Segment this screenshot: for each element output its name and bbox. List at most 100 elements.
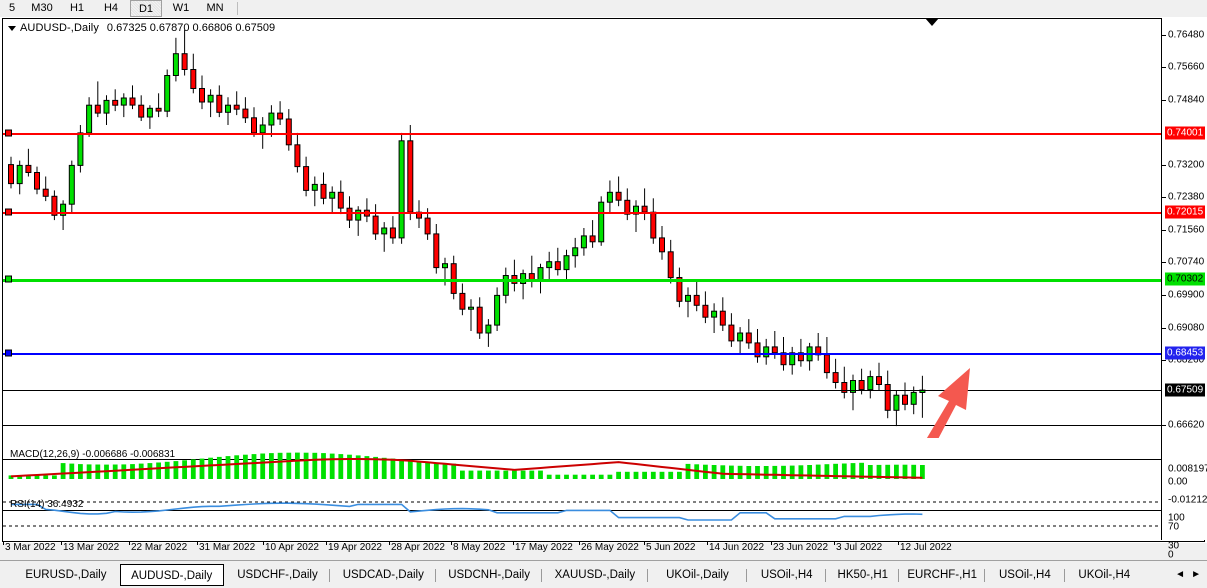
- price-level-label-0.70302[interactable]: 0.70302: [1165, 272, 1206, 286]
- timeframe-toolbar: 5 M30 H1 H4 D1 W1 MN: [0, 0, 1207, 18]
- price-tick: [1162, 197, 1166, 199]
- price-tick: [1162, 229, 1166, 231]
- tabs-scroll-right-icon[interactable]: ►: [1191, 569, 1201, 580]
- timeframe-button-w1[interactable]: W1: [172, 2, 190, 14]
- price-level-support-green[interactable]: [3, 279, 1163, 283]
- rsi-pane[interactable]: [3, 494, 1163, 540]
- date-tick-label: 23 Jun 2022: [773, 542, 829, 553]
- timeframe-button-mn[interactable]: MN: [206, 2, 224, 14]
- date-tick-label: 5 Jun 2022: [646, 542, 696, 553]
- price-pane[interactable]: [3, 18, 1163, 438]
- price-level-label-0.74001[interactable]: 0.74001: [1165, 126, 1206, 140]
- tab-separator: [825, 569, 827, 582]
- price-tick-label: 0.68260: [1168, 354, 1205, 366]
- tabs-scroll-left-icon[interactable]: ◄: [1175, 569, 1185, 580]
- date-tick: [834, 541, 835, 545]
- price-tick-label: 0.72380: [1168, 191, 1205, 203]
- timeframe-button-h1[interactable]: H1: [69, 2, 85, 14]
- date-tick: [389, 541, 390, 545]
- price-level-label-0.67509[interactable]: 0.67509: [1165, 383, 1206, 397]
- price-tick: [1162, 327, 1166, 329]
- chart-symbol-label: AUDUSD-,Daily: [20, 22, 99, 34]
- chart-tab-usdcaddaily[interactable]: USDCAD-,Daily: [342, 569, 424, 581]
- tab-separator: [984, 569, 986, 582]
- price-axis[interactable]: 0.76480 0.75660 0.74840 0.73200 0.72380 0.715…: [1161, 18, 1207, 561]
- date-tick: [61, 541, 62, 545]
- date-tick: [644, 541, 645, 545]
- chart-tab-ukoildaily[interactable]: UKOil-,Daily: [666, 569, 729, 581]
- date-tick: [579, 541, 580, 545]
- date-tick: [707, 541, 708, 545]
- tab-separator: [898, 569, 900, 582]
- price-tick-label: 0.73200: [1168, 159, 1205, 171]
- timeframe-button-d1[interactable]: D1: [130, 0, 162, 17]
- timeframe-button-5[interactable]: 5: [8, 2, 16, 14]
- date-tick-label: 8 May 2022: [453, 542, 506, 553]
- price-tick-label: 0.69080: [1168, 322, 1205, 334]
- chart-tab-usoilh4[interactable]: USOil-,H4: [999, 569, 1051, 581]
- tab-separator: [1063, 569, 1065, 582]
- candlestick-series: [8, 29, 926, 427]
- chart-tab-ukoilh4[interactable]: UKOil-,H4: [1078, 569, 1131, 581]
- rsi-label: RSI(14) 36.4932: [10, 499, 84, 510]
- price-tick: [1162, 164, 1166, 166]
- price-tick-label: 0.71560: [1168, 224, 1205, 236]
- macd-pane-top-border: [3, 459, 1204, 460]
- macd-pane[interactable]: [3, 443, 1163, 491]
- chart-collapse-icon[interactable]: [8, 25, 16, 31]
- price-level-support-blue[interactable]: [3, 352, 1163, 355]
- rsi-series: [3, 501, 1163, 527]
- price-tick: [1162, 34, 1166, 36]
- date-tick-label: 10 Apr 2022: [265, 542, 319, 553]
- price-level-handle-support-blue[interactable]: [5, 349, 12, 357]
- price-level-handle-resistance-2[interactable]: [5, 208, 12, 216]
- price-tick: [1162, 425, 1166, 427]
- price-level-handle-resistance-1[interactable]: [5, 129, 12, 137]
- price-tick-label: 0.66620: [1168, 419, 1205, 431]
- date-tick-label: 3 Mar 2022: [5, 542, 56, 553]
- price-tick-label: 0.74840: [1168, 94, 1205, 106]
- timeframe-button-h4[interactable]: H4: [103, 2, 119, 14]
- price-level-handle-support-green[interactable]: [5, 275, 12, 283]
- price-level-label-0.72015[interactable]: 0.72015: [1165, 205, 1206, 219]
- chart-tab-usdcnhdaily[interactable]: USDCNH-,Daily: [448, 569, 530, 581]
- price-level-lower-bound: [3, 425, 1163, 427]
- price-level-resistance-1[interactable]: [3, 132, 1163, 135]
- price-tick-label: 0.70740: [1168, 256, 1205, 268]
- price-tick-label: 0.76480: [1168, 29, 1205, 41]
- chart-tab-eurchfh1[interactable]: EURCHF-,H1: [907, 569, 977, 581]
- date-tick-label: 28 Apr 2022: [391, 542, 445, 553]
- tab-separator: [329, 569, 331, 582]
- price-tick: [1162, 360, 1166, 362]
- rsi-axis-label: 70: [1168, 521, 1180, 533]
- price-axis-line: [1161, 18, 1162, 540]
- timeframe-button-m30[interactable]: M30: [31, 2, 53, 14]
- date-tick-label: 14 Jun 2022: [709, 542, 765, 553]
- date-tick: [263, 541, 264, 545]
- date-tick-label: 13 Mar 2022: [63, 542, 120, 553]
- chart-top-marker-icon: [925, 18, 939, 26]
- chart-tab-audusddaily[interactable]: AUDUSD-,Daily: [119, 564, 224, 586]
- price-level-resistance-2[interactable]: [3, 211, 1163, 214]
- tab-separator: [541, 569, 542, 582]
- macd-axis-label: -0.01212: [1168, 494, 1207, 506]
- chart-ohlc-values: 0.67325 0.67870 0.66806 0.67509: [106, 22, 276, 34]
- chart-tab-hk50h1[interactable]: HK50-,H1: [837, 569, 889, 581]
- date-tick-label: 19 Apr 2022: [328, 542, 382, 553]
- price-tick: [1162, 99, 1166, 101]
- chart-tab-eurusddaily[interactable]: EURUSD-,Daily: [25, 569, 107, 581]
- price-tick-label: 0.75660: [1168, 61, 1205, 73]
- rsi-axis-label: 0: [1168, 549, 1174, 561]
- date-tick-label: 22 Mar 2022: [131, 542, 188, 553]
- tab-separator: [646, 569, 648, 582]
- price-level-current-price[interactable]: [3, 390, 1163, 392]
- date-tick: [129, 541, 130, 545]
- price-level-label-0.68453[interactable]: 0.68453: [1165, 346, 1206, 360]
- chart-tab-usdchfdaily[interactable]: USDCHF-,Daily: [237, 569, 318, 581]
- chart-tab-xauusddaily[interactable]: XAUUSD-,Daily: [554, 569, 636, 581]
- date-tick-label: 3 Jul 2022: [836, 542, 883, 553]
- chart-tab-usoilh4[interactable]: USOil-,H4: [760, 569, 813, 581]
- date-tick: [771, 541, 772, 545]
- price-tick-label: 0.69900: [1168, 289, 1205, 301]
